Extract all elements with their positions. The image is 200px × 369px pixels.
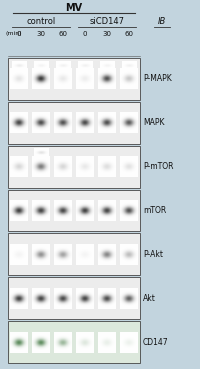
- Text: siCD147: siCD147: [90, 17, 124, 26]
- Text: P-mTOR: P-mTOR: [143, 162, 174, 171]
- Text: 60: 60: [124, 31, 134, 37]
- Text: Akt: Akt: [143, 294, 156, 303]
- Text: 30: 30: [36, 31, 46, 37]
- Text: P-MAPK: P-MAPK: [143, 75, 172, 83]
- Text: (min): (min): [6, 31, 23, 36]
- Text: 60: 60: [58, 31, 68, 37]
- Text: 0: 0: [17, 31, 21, 37]
- Bar: [8, 102, 140, 144]
- Text: MAPK: MAPK: [143, 118, 164, 127]
- Text: P-Akt: P-Akt: [143, 250, 163, 259]
- Text: 0: 0: [83, 31, 87, 37]
- Text: IB: IB: [158, 17, 166, 26]
- Bar: [8, 58, 140, 100]
- Bar: [8, 277, 140, 319]
- Bar: [8, 146, 140, 187]
- Text: 30: 30: [102, 31, 112, 37]
- Text: control: control: [26, 17, 56, 26]
- Text: CD147: CD147: [143, 338, 169, 346]
- Bar: [8, 190, 140, 231]
- Text: MV: MV: [65, 3, 83, 13]
- Text: mTOR: mTOR: [143, 206, 166, 215]
- Bar: [8, 234, 140, 275]
- Bar: [8, 321, 140, 363]
